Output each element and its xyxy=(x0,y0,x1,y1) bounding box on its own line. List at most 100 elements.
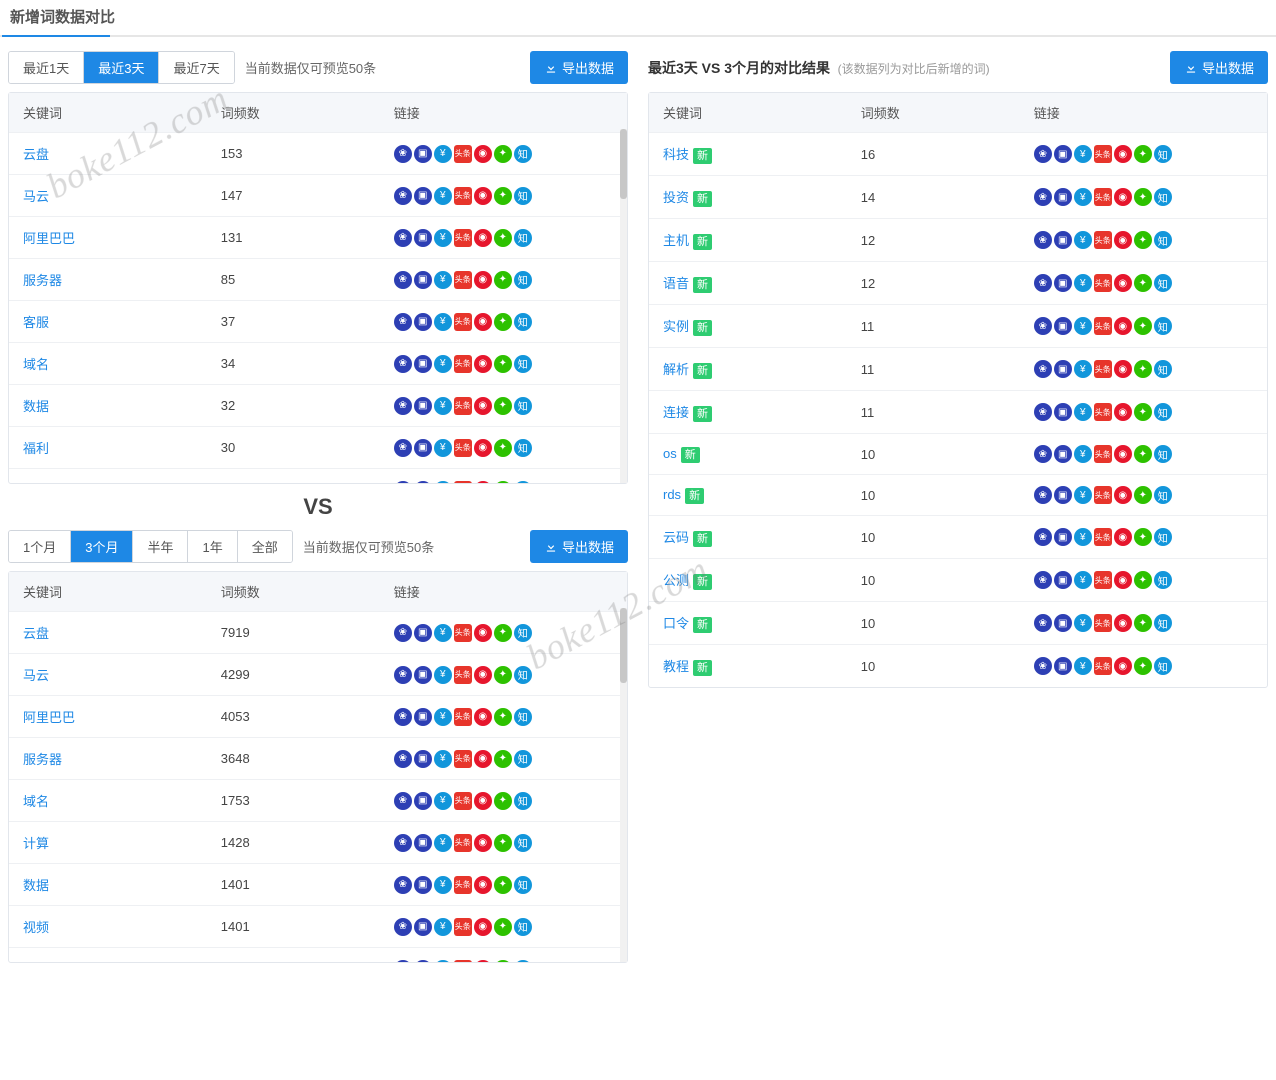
baidu-paw-icon[interactable]: ❀ xyxy=(394,229,412,247)
wechat-icon[interactable]: ✦ xyxy=(494,229,512,247)
zhihu-icon[interactable]: 知 xyxy=(514,355,532,373)
wechat-icon[interactable]: ✦ xyxy=(1134,145,1152,163)
price-icon[interactable]: ¥ xyxy=(434,397,452,415)
zhihu-icon[interactable]: 知 xyxy=(514,229,532,247)
weibo-icon[interactable]: ◉ xyxy=(1114,403,1132,421)
keyword-link[interactable]: 服务器 xyxy=(23,752,62,767)
baidu-mobile-icon[interactable]: ▣ xyxy=(414,481,432,484)
wechat-icon[interactable]: ✦ xyxy=(494,960,512,963)
keyword-link[interactable]: 域名 xyxy=(23,357,49,372)
keyword-link[interactable]: 阿里巴巴 xyxy=(23,710,75,725)
baidu-paw-icon[interactable]: ❀ xyxy=(1034,657,1052,675)
toutiao-icon[interactable]: 头条 xyxy=(1094,403,1112,421)
keyword-link[interactable]: 域名 xyxy=(23,794,49,809)
baidu-paw-icon[interactable]: ❀ xyxy=(394,876,412,894)
baidu-paw-icon[interactable]: ❀ xyxy=(1034,188,1052,206)
zhihu-icon[interactable]: 知 xyxy=(1154,360,1172,378)
keyword-link[interactable]: 教程 xyxy=(663,659,689,674)
price-icon[interactable]: ¥ xyxy=(1074,145,1092,163)
zhihu-icon[interactable]: 知 xyxy=(1154,403,1172,421)
wechat-icon[interactable]: ✦ xyxy=(1134,445,1152,463)
toutiao-icon[interactable]: 头条 xyxy=(454,187,472,205)
price-icon[interactable]: ¥ xyxy=(1074,571,1092,589)
baidu-mobile-icon[interactable]: ▣ xyxy=(414,313,432,331)
keyword-link[interactable]: 数据 xyxy=(23,878,49,893)
price-icon[interactable]: ¥ xyxy=(434,313,452,331)
weibo-icon[interactable]: ◉ xyxy=(474,666,492,684)
zhihu-icon[interactable]: 知 xyxy=(514,918,532,936)
wechat-icon[interactable]: ✦ xyxy=(1134,486,1152,504)
toutiao-icon[interactable]: 头条 xyxy=(1094,486,1112,504)
toutiao-icon[interactable]: 头条 xyxy=(454,750,472,768)
wechat-icon[interactable]: ✦ xyxy=(1134,403,1152,421)
keyword-link[interactable]: 服务器 xyxy=(23,273,62,288)
keyword-link[interactable]: 马云 xyxy=(23,668,49,683)
wechat-icon[interactable]: ✦ xyxy=(494,792,512,810)
wechat-icon[interactable]: ✦ xyxy=(494,481,512,484)
baidu-mobile-icon[interactable]: ▣ xyxy=(414,624,432,642)
baidu-paw-icon[interactable]: ❀ xyxy=(394,145,412,163)
baidu-paw-icon[interactable]: ❀ xyxy=(1034,528,1052,546)
toutiao-icon[interactable]: 头条 xyxy=(454,918,472,936)
baidu-mobile-icon[interactable]: ▣ xyxy=(414,792,432,810)
price-icon[interactable]: ¥ xyxy=(434,145,452,163)
zhihu-icon[interactable]: 知 xyxy=(514,792,532,810)
zhihu-icon[interactable]: 知 xyxy=(1154,188,1172,206)
baidu-paw-icon[interactable]: ❀ xyxy=(1034,145,1052,163)
zhihu-icon[interactable]: 知 xyxy=(514,187,532,205)
baidu-mobile-icon[interactable]: ▣ xyxy=(414,187,432,205)
baidu-paw-icon[interactable]: ❀ xyxy=(394,666,412,684)
baidu-paw-icon[interactable]: ❀ xyxy=(394,960,412,963)
zhihu-icon[interactable]: 知 xyxy=(1154,528,1172,546)
zhihu-icon[interactable]: 知 xyxy=(1154,486,1172,504)
wechat-icon[interactable]: ✦ xyxy=(494,313,512,331)
baidu-mobile-icon[interactable]: ▣ xyxy=(414,876,432,894)
price-icon[interactable]: ¥ xyxy=(434,481,452,484)
keyword-link[interactable]: 福利 xyxy=(23,441,49,456)
weibo-icon[interactable]: ◉ xyxy=(1114,657,1132,675)
weibo-icon[interactable]: ◉ xyxy=(474,397,492,415)
weibo-icon[interactable]: ◉ xyxy=(474,834,492,852)
price-icon[interactable]: ¥ xyxy=(1074,657,1092,675)
baidu-paw-icon[interactable]: ❀ xyxy=(1034,571,1052,589)
price-icon[interactable]: ¥ xyxy=(434,750,452,768)
price-icon[interactable]: ¥ xyxy=(1074,317,1092,335)
toutiao-icon[interactable]: 头条 xyxy=(454,624,472,642)
price-icon[interactable]: ¥ xyxy=(1074,528,1092,546)
baidu-paw-icon[interactable]: ❀ xyxy=(394,271,412,289)
wechat-icon[interactable]: ✦ xyxy=(494,666,512,684)
weibo-icon[interactable]: ◉ xyxy=(474,792,492,810)
keyword-link[interactable]: 口令 xyxy=(663,616,689,631)
wechat-icon[interactable]: ✦ xyxy=(494,708,512,726)
weibo-icon[interactable]: ◉ xyxy=(474,750,492,768)
baidu-paw-icon[interactable]: ❀ xyxy=(394,708,412,726)
range-tab[interactable]: 1年 xyxy=(188,531,237,562)
toutiao-icon[interactable]: 头条 xyxy=(454,355,472,373)
price-icon[interactable]: ¥ xyxy=(434,918,452,936)
toutiao-icon[interactable]: 头条 xyxy=(454,397,472,415)
price-icon[interactable]: ¥ xyxy=(1074,188,1092,206)
price-icon[interactable]: ¥ xyxy=(434,624,452,642)
baidu-paw-icon[interactable]: ❀ xyxy=(1034,486,1052,504)
weibo-icon[interactable]: ◉ xyxy=(474,439,492,457)
weibo-icon[interactable]: ◉ xyxy=(1114,360,1132,378)
baidu-paw-icon[interactable]: ❀ xyxy=(1034,317,1052,335)
range-tab[interactable]: 最近1天 xyxy=(9,52,84,83)
wechat-icon[interactable]: ✦ xyxy=(1134,188,1152,206)
keyword-link[interactable]: 实例 xyxy=(663,319,689,334)
baidu-mobile-icon[interactable]: ▣ xyxy=(1054,657,1072,675)
weibo-icon[interactable]: ◉ xyxy=(1114,145,1132,163)
keyword-link[interactable]: 公测 xyxy=(663,573,689,588)
wechat-icon[interactable]: ✦ xyxy=(494,397,512,415)
weibo-icon[interactable]: ◉ xyxy=(1114,571,1132,589)
keyword-link[interactable]: os xyxy=(663,446,677,461)
toutiao-icon[interactable]: 头条 xyxy=(1094,145,1112,163)
scrollbar[interactable] xyxy=(620,608,627,962)
wechat-icon[interactable]: ✦ xyxy=(1134,274,1152,292)
baidu-paw-icon[interactable]: ❀ xyxy=(1034,445,1052,463)
keyword-link[interactable]: 云盘 xyxy=(23,147,49,162)
zhihu-icon[interactable]: 知 xyxy=(514,313,532,331)
export-button[interactable]: 导出数据 xyxy=(530,530,628,563)
keyword-link[interactable]: 连接 xyxy=(663,405,689,420)
weibo-icon[interactable]: ◉ xyxy=(474,187,492,205)
